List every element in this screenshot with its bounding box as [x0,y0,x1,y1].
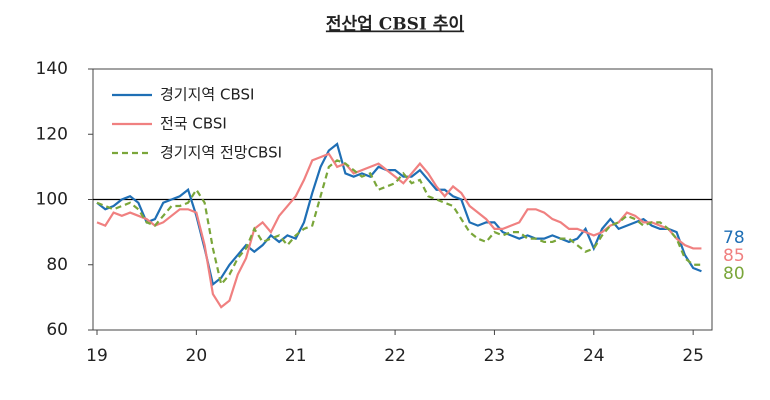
legend-label: 경기지역 CBSI [160,86,254,104]
y-tick-label: 60 [46,320,68,340]
series-line [96,159,702,287]
chart-title: 전산업 CBSI 추이 [326,15,464,35]
x-tick-label: 23 [484,346,506,366]
y-tick-label: 120 [36,124,68,144]
x-tick-label: 21 [285,346,307,366]
end-value-label: 85 [723,246,745,266]
y-tick-label: 100 [36,190,68,210]
end-value-label: 80 [723,264,745,284]
y-tick-label: 140 [36,59,68,79]
x-tick-label: 22 [384,346,406,366]
legend-label: 전국 CBSI [160,115,227,133]
x-tick-label: 19 [86,346,108,366]
x-tick-label: 24 [583,346,605,366]
x-tick-label: 20 [186,346,208,366]
legend-label: 경기지역 전망CBSI [160,144,282,162]
end-value-label: 78 [723,228,745,248]
y-tick-label: 80 [46,255,68,275]
series-line [96,142,702,287]
x-tick-label: 25 [682,346,704,366]
